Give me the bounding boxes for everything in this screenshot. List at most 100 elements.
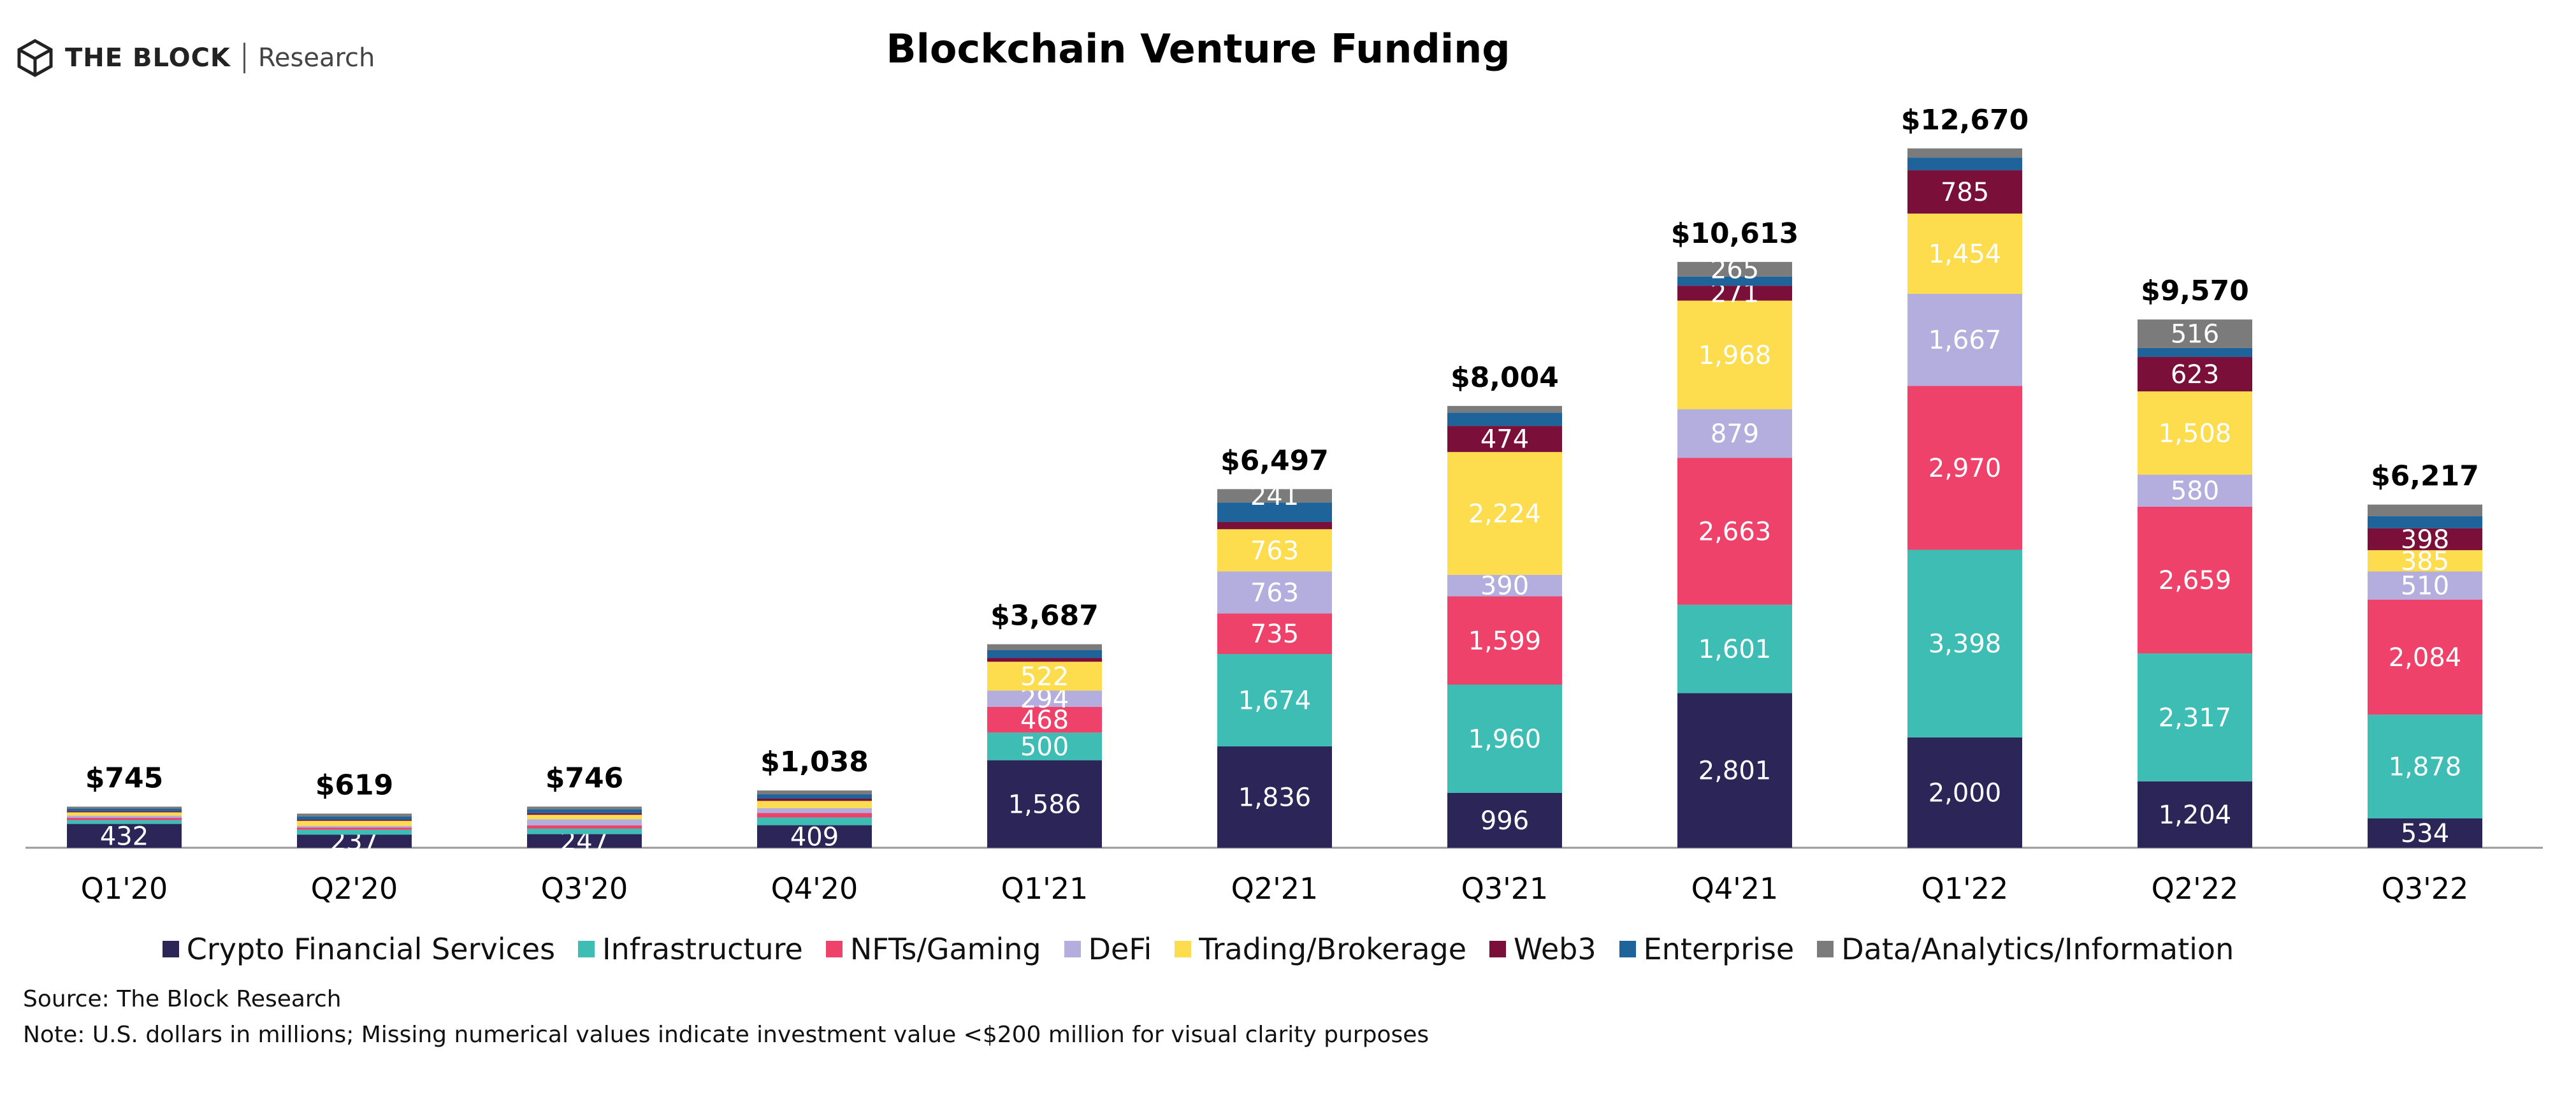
bar-segment bbox=[1217, 571, 1332, 614]
bar-segment bbox=[67, 824, 182, 848]
segment-label: 2,084 bbox=[2389, 643, 2462, 672]
legend-item: Web3 bbox=[1489, 932, 1596, 966]
bar-segment bbox=[1907, 386, 2022, 550]
total-label: $12,670 bbox=[1901, 104, 2029, 136]
bar-segment bbox=[2368, 516, 2482, 528]
segment-label: 241 bbox=[1250, 482, 1299, 511]
bar-segment bbox=[297, 820, 412, 826]
legend-label: DeFi bbox=[1088, 932, 1152, 966]
bar-segment bbox=[527, 809, 642, 813]
logo-subtitle: Research bbox=[257, 43, 375, 73]
segment-label: 474 bbox=[1480, 425, 1529, 454]
bar-segment bbox=[1447, 685, 1562, 793]
bar-segment bbox=[1677, 409, 1792, 458]
bar-segment bbox=[1677, 693, 1792, 848]
bar-segment bbox=[2138, 474, 2252, 507]
bar-segment bbox=[2138, 506, 2252, 654]
segment-label: 2,970 bbox=[1928, 454, 2002, 483]
segment-label: 1,968 bbox=[1698, 341, 1772, 370]
segment-label: 432 bbox=[100, 822, 148, 851]
segment-label: 390 bbox=[1480, 572, 1529, 601]
legend-label: NFTs/Gaming bbox=[850, 932, 1041, 966]
bar-segment bbox=[1907, 549, 2022, 737]
legend-label: Crypto Financial Services bbox=[186, 932, 556, 966]
legend-label: Trading/Brokerage bbox=[1199, 932, 1467, 966]
legend-item: Infrastructure bbox=[578, 932, 803, 966]
bar-segment bbox=[527, 813, 642, 815]
logo: THE BLOCK Research bbox=[15, 36, 375, 80]
bar-segment bbox=[67, 808, 182, 811]
segment-label: 1,667 bbox=[1928, 326, 2002, 355]
segment-label: 623 bbox=[2171, 360, 2219, 389]
segment-label: 2,663 bbox=[1698, 517, 1772, 546]
bar-segment bbox=[1447, 405, 1562, 413]
x-tick-label: Q2'20 bbox=[311, 871, 398, 906]
segment-label: 1,836 bbox=[1238, 783, 1312, 813]
x-tick-label: Q1'22 bbox=[1921, 871, 2009, 906]
total-label: $8,004 bbox=[1451, 361, 1559, 394]
bar-segment bbox=[67, 811, 182, 813]
x-tick-label: Q1'20 bbox=[81, 871, 168, 906]
segment-label: 763 bbox=[1250, 536, 1299, 565]
bar-segment bbox=[1447, 792, 1562, 848]
total-label: $619 bbox=[315, 769, 393, 801]
bar-segment bbox=[2368, 504, 2482, 516]
bar-segment bbox=[1217, 613, 1332, 655]
bar-segment bbox=[2138, 347, 2252, 358]
notes: Source: The Block Research Note: U.S. do… bbox=[23, 982, 1429, 1053]
segment-label: 385 bbox=[2401, 547, 2449, 576]
bar-segment bbox=[67, 820, 182, 824]
total-label: $10,613 bbox=[1671, 217, 1798, 250]
segment-label: 2,000 bbox=[1928, 778, 2002, 808]
bar-segment bbox=[527, 819, 642, 825]
segment-label: 1,454 bbox=[1928, 240, 2002, 269]
bar-segment bbox=[527, 825, 642, 829]
bar-segment bbox=[2368, 818, 2482, 848]
bar-segment bbox=[987, 658, 1102, 662]
chart-title: Blockchain Venture Funding bbox=[886, 25, 1510, 72]
segment-label: 2,317 bbox=[2159, 703, 2232, 732]
bar-segment bbox=[67, 812, 182, 816]
legend-item: DeFi bbox=[1064, 932, 1152, 966]
legend-item: Enterprise bbox=[1619, 932, 1794, 966]
bar-segment bbox=[987, 644, 1102, 650]
segment-label: 1,674 bbox=[1238, 686, 1312, 716]
bar-segment bbox=[1447, 596, 1562, 685]
bar-segment bbox=[2368, 528, 2482, 551]
segment-label: 1,960 bbox=[1468, 725, 1542, 754]
segment-label: 2,224 bbox=[1468, 499, 1542, 528]
bar-segment bbox=[757, 801, 872, 808]
bar-segment bbox=[1907, 214, 2022, 294]
source-note: Source: The Block Research bbox=[23, 986, 342, 1012]
legend-swatch bbox=[162, 941, 179, 957]
footnote: Note: U.S. dollars in millions; Missing … bbox=[23, 1022, 1429, 1048]
legend-label: Infrastructure bbox=[602, 932, 803, 966]
total-label: $745 bbox=[85, 762, 163, 794]
bar-segment bbox=[2368, 715, 2482, 818]
total-label: $3,687 bbox=[990, 600, 1099, 632]
segment-label: 1,586 bbox=[1008, 790, 1082, 819]
bar-segment bbox=[1217, 529, 1332, 572]
bar-segment bbox=[987, 650, 1102, 658]
bar-segment bbox=[1907, 737, 2022, 848]
bar-segment bbox=[1677, 300, 1792, 410]
bar-segment bbox=[297, 827, 412, 830]
segment-label: 996 bbox=[1480, 806, 1529, 836]
legend-swatch bbox=[578, 941, 595, 957]
bar-segment bbox=[2138, 781, 2252, 848]
segment-label: 468 bbox=[1020, 706, 1069, 735]
bar-segment bbox=[527, 806, 642, 810]
bar-segment bbox=[757, 794, 872, 799]
bar-segment bbox=[987, 662, 1102, 691]
bar-segment bbox=[1217, 746, 1332, 848]
bar-segment bbox=[67, 806, 182, 809]
bar-segment bbox=[297, 834, 412, 848]
segment-label: 534 bbox=[2401, 819, 2449, 848]
bar-segment bbox=[1907, 148, 2022, 158]
bar-segment bbox=[527, 834, 642, 848]
legend-swatch bbox=[1175, 941, 1192, 957]
bar-segment bbox=[757, 799, 872, 801]
bar-segment bbox=[2138, 357, 2252, 391]
legend-item: Data/Analytics/Information bbox=[1817, 932, 2234, 966]
cube-logo-icon bbox=[17, 39, 53, 77]
